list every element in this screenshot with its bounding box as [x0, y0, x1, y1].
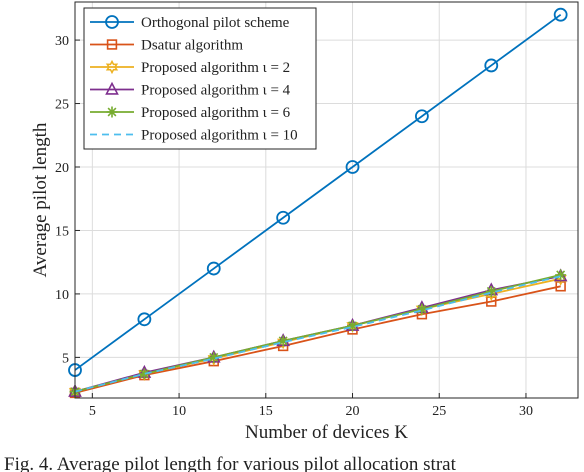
legend-marker: [106, 39, 118, 50]
y-tick-label: 30: [55, 34, 69, 49]
legend-item: Dsatur algorithm: [90, 38, 243, 54]
data-point: [138, 368, 150, 380]
data-point: [345, 160, 360, 174]
legend-label: Proposed algorithm ι = 10: [141, 128, 298, 144]
legend-label: Proposed algorithm ι = 2: [141, 60, 290, 76]
x-tick-label: 30: [519, 404, 533, 419]
y-tick-label: 10: [55, 288, 69, 303]
x-tick-label: 25: [432, 404, 446, 419]
legend-item: Proposed algorithm ι = 10: [90, 128, 298, 144]
data-point: [347, 320, 359, 332]
x-tick-label: 5: [89, 404, 96, 419]
plot-frame: [74, 1, 579, 399]
legend-marker: [105, 15, 119, 29]
data-point: [416, 303, 428, 315]
series-line: [74, 285, 561, 394]
legend-marker: [106, 106, 118, 118]
figure-caption: Fig. 4. Average pilot length for various…: [4, 454, 457, 472]
series-line: [74, 13, 562, 371]
y-tick-label: 20: [55, 161, 69, 176]
data-point: [137, 312, 152, 327]
data-point: [486, 296, 497, 307]
series-5: [69, 269, 567, 398]
x-tick-label: 20: [346, 404, 360, 419]
y-tick-label: 25: [55, 98, 69, 113]
legend-item: Proposed algorithm ι = 6: [90, 105, 291, 121]
legend-box: [83, 7, 317, 150]
y-tick-label: 5: [62, 351, 69, 366]
x-tick-label: 15: [259, 404, 273, 419]
series-lines: [68, 7, 568, 399]
legend-item: Orthogonal pilot scheme: [90, 15, 290, 31]
y-axis-label: Average pilot length: [30, 122, 51, 277]
series-line: [74, 274, 561, 393]
data-point: [276, 210, 291, 225]
axis-ticks: 5 10 15 20 25 30 5 10 15 20 25 30: [55, 34, 533, 419]
legend-label: Proposed algorithm ι = 4: [141, 83, 291, 99]
legend-marker: [105, 81, 119, 95]
legend-label: Orthogonal pilot scheme: [141, 15, 290, 31]
y-tick-label: 15: [55, 224, 69, 239]
data-point: [277, 335, 289, 347]
data-point: [208, 351, 220, 363]
data-point: [484, 58, 499, 73]
legend-item: Proposed algorithm ι = 4: [90, 81, 291, 99]
data-point: [414, 109, 429, 124]
legend-label: Proposed algorithm ι = 6: [141, 105, 291, 121]
x-tick-label: 10: [172, 404, 186, 419]
legend: Orthogonal pilot scheme Dsatur algorithm P…: [83, 7, 317, 150]
data-point: [555, 269, 567, 281]
data-point: [206, 261, 221, 276]
data-point: [485, 285, 497, 297]
data-point: [553, 7, 568, 22]
data-point: [555, 281, 566, 292]
legend-label: Dsatur algorithm: [141, 38, 243, 54]
legend-marker: [105, 59, 119, 75]
x-axis-label: Number of devices K: [245, 422, 408, 443]
legend-item: Proposed algorithm ι = 2: [90, 59, 290, 76]
